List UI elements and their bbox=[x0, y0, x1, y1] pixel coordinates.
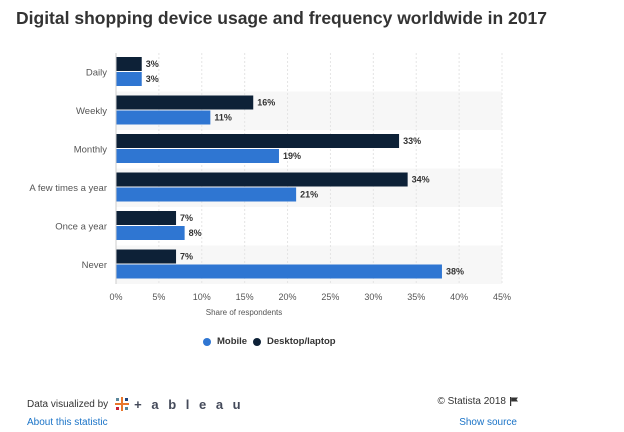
data-label: 3% bbox=[146, 59, 159, 69]
legend: Mobile Desktop/laptop bbox=[0, 336, 624, 352]
bar-desktop bbox=[116, 57, 142, 71]
bar-mobile bbox=[116, 187, 297, 202]
tableau-logo[interactable]: + a b l e a u bbox=[114, 396, 243, 412]
data-label: 7% bbox=[180, 213, 193, 223]
x-tick-label: 10% bbox=[193, 292, 211, 302]
data-label: 3% bbox=[146, 74, 159, 84]
data-label: 38% bbox=[446, 267, 464, 277]
category-label: Once a year bbox=[55, 221, 107, 232]
data-label: 33% bbox=[403, 136, 421, 146]
bar-desktop bbox=[116, 172, 408, 187]
bar-mobile bbox=[116, 110, 211, 125]
bar-desktop bbox=[116, 211, 177, 225]
bar-mobile bbox=[116, 72, 142, 86]
copyright: © Statista 2018 bbox=[437, 396, 518, 407]
legend-mobile-label: Mobile bbox=[217, 336, 248, 347]
legend-item-desktop[interactable]: Desktop/laptop bbox=[253, 336, 336, 347]
x-tick-label: 20% bbox=[279, 292, 297, 302]
bar-desktop bbox=[116, 249, 177, 264]
data-label: 7% bbox=[180, 252, 193, 262]
data-visualized-by: Data visualized by + a b l e a u bbox=[27, 396, 244, 412]
copyright-text: © Statista 2018 bbox=[437, 396, 506, 407]
tableau-logo-icon bbox=[114, 396, 130, 412]
bar-mobile bbox=[116, 149, 279, 163]
data-label: 21% bbox=[300, 190, 318, 200]
x-tick-label: 35% bbox=[407, 292, 425, 302]
bar-mobile bbox=[116, 264, 442, 279]
data-label: 11% bbox=[214, 113, 232, 123]
data-label: 8% bbox=[189, 228, 202, 238]
bar-mobile bbox=[116, 226, 185, 240]
about-this-statistic-link[interactable]: About this statistic bbox=[27, 417, 108, 428]
bar-chart: 3% 3% Daily 16% 11% Weekly 33% 19% Monthly 34% 21%… bbox=[29, 53, 511, 317]
data-label: 34% bbox=[412, 175, 430, 185]
data-label: 16% bbox=[257, 98, 275, 108]
x-tick-label: 40% bbox=[450, 292, 468, 302]
x-tick-label: 30% bbox=[364, 292, 382, 302]
x-tick-label: 25% bbox=[321, 292, 339, 302]
flag-icon[interactable] bbox=[510, 397, 518, 406]
category-label: Daily bbox=[86, 67, 107, 78]
bar-desktop bbox=[116, 95, 254, 110]
data-visualized-by-text: Data visualized by bbox=[27, 398, 109, 410]
bar-desktop bbox=[116, 134, 400, 148]
x-tick-label: 5% bbox=[152, 292, 165, 302]
legend-item-mobile[interactable]: Mobile bbox=[203, 336, 247, 347]
x-tick-label: 0% bbox=[109, 292, 122, 302]
category-label: Monthly bbox=[74, 144, 108, 155]
chart-title: Digital shopping device usage and freque… bbox=[16, 8, 547, 28]
legend-mobile-swatch bbox=[203, 337, 211, 346]
x-tick-label: 15% bbox=[236, 292, 254, 302]
x-axis-label: Share of respondents bbox=[206, 308, 283, 317]
data-label: 19% bbox=[283, 151, 301, 161]
tableau-wordmark: + a b l e a u bbox=[134, 396, 244, 412]
x-tick-label: 45% bbox=[493, 292, 511, 302]
show-source-link[interactable]: Show source bbox=[459, 417, 517, 428]
legend-desktop-label: Desktop/laptop bbox=[267, 336, 336, 347]
category-label: Weekly bbox=[76, 106, 107, 117]
category-label: A few times a year bbox=[29, 183, 107, 194]
category-label: Never bbox=[82, 260, 107, 271]
legend-desktop-swatch bbox=[253, 337, 261, 346]
